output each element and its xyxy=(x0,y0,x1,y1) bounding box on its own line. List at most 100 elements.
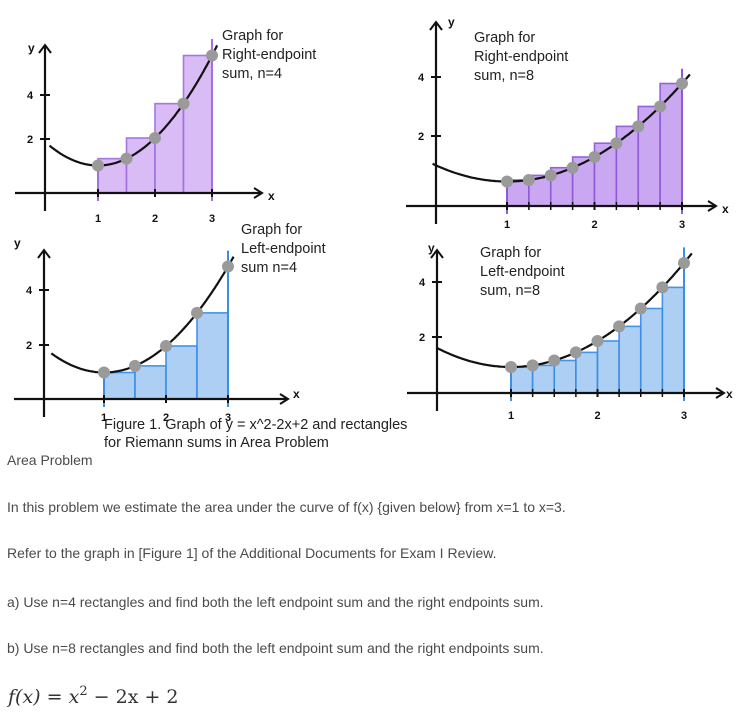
sample-point xyxy=(149,132,161,144)
y-axis-arrow xyxy=(430,248,444,259)
x-tick-label: 2 xyxy=(163,412,169,424)
formula-equals: = xyxy=(46,686,63,708)
sample-point xyxy=(206,49,218,62)
sample-point xyxy=(676,77,688,90)
sample-point xyxy=(222,260,234,273)
x-axis-label: x xyxy=(726,387,733,401)
graph-title-line: Left-endpoint xyxy=(241,241,326,257)
sample-point xyxy=(566,161,579,174)
rectangle xyxy=(165,345,198,400)
x-tick-label: 2 xyxy=(592,219,598,231)
y-tick-label: 2 xyxy=(418,131,424,143)
y-axis-arrow xyxy=(37,248,51,259)
sample-point xyxy=(548,354,561,367)
sample-point xyxy=(98,366,110,379)
formula-x: x xyxy=(68,686,80,708)
rectangle xyxy=(596,340,620,394)
sample-point xyxy=(526,359,539,372)
graph-tr: 2 4 1 2 3 y x Graph for Right-endpoint sum, n=8 xyxy=(406,15,729,231)
rectangle xyxy=(134,365,167,400)
sample-point xyxy=(191,306,203,319)
sample-point xyxy=(501,175,513,188)
y-tick-label: 4 xyxy=(419,277,426,289)
y-tick-label: 4 xyxy=(418,72,425,84)
x-tick-label: 3 xyxy=(681,410,687,422)
x-tick-label: 3 xyxy=(679,219,685,231)
figure-caption-line: Figure 1. Graph of y = x^2-2x+2 and rect… xyxy=(104,417,407,433)
sample-point xyxy=(160,340,172,352)
graph-br: 2 4 1 2 3 y x Graph for Left-endpoint sum, n=8 xyxy=(407,241,733,422)
question-a: a) Use n=4 rectangles and find both the … xyxy=(7,594,544,610)
rectangle xyxy=(103,371,136,400)
y-tick-label: 2 xyxy=(26,340,32,352)
y-tick-label: 4 xyxy=(26,285,33,297)
question-b: b) Use n=8 rectangles and find both the … xyxy=(7,640,544,656)
y-axis-label: y xyxy=(28,41,35,55)
y-axis-arrow xyxy=(38,43,52,54)
sample-point xyxy=(654,100,667,113)
curve xyxy=(48,44,219,167)
x-tick-label: 2 xyxy=(152,213,158,225)
rectangle xyxy=(182,54,213,194)
graph-title-line: sum, n=4 xyxy=(222,66,282,82)
sample-point xyxy=(569,346,582,359)
x-tick-label: 3 xyxy=(225,412,231,424)
y-axis-label: y xyxy=(428,241,435,255)
x-tick-label: 1 xyxy=(101,412,107,424)
graph-title-line: sum, n=8 xyxy=(474,68,534,84)
sample-point xyxy=(177,97,190,110)
graph-tl: 2 4 1 2 3 y x Graph for Right-endpoint sum, n=4 xyxy=(15,28,316,225)
x-axis-label: x xyxy=(268,189,275,203)
graph-title-line: Right-endpoint xyxy=(474,49,568,65)
graph-bl: 2 4 1 2 3 y x Graph for Left-endpoint sum n=4 xyxy=(14,222,326,424)
sample-point xyxy=(610,137,623,150)
x-axis-arrow xyxy=(279,393,290,405)
curve xyxy=(432,73,691,183)
formula-exponent: 2 xyxy=(79,684,88,699)
x-tick-label: 1 xyxy=(504,219,510,231)
graph-title-line: sum n=4 xyxy=(241,260,297,276)
y-tick-label: 2 xyxy=(27,134,33,146)
sample-point xyxy=(656,281,669,294)
y-axis-label: y xyxy=(448,15,455,29)
x-tick-label: 1 xyxy=(95,213,101,225)
area-problem-heading: Area Problem xyxy=(7,452,93,468)
sample-point xyxy=(544,169,557,182)
x-tick-label: 3 xyxy=(209,213,215,225)
rectangle xyxy=(196,312,229,400)
sample-point xyxy=(92,159,104,172)
sample-point xyxy=(505,361,517,373)
graph-title-line: Right-endpoint xyxy=(222,47,316,63)
rectangle xyxy=(125,137,156,194)
rectangle xyxy=(154,102,185,194)
y-axis-arrow xyxy=(429,20,443,31)
x-axis-arrow xyxy=(715,387,726,399)
x-tick-label: 1 xyxy=(508,410,514,422)
y-axis-label: y xyxy=(14,236,21,250)
y-tick-label: 4 xyxy=(27,90,34,102)
rectangle xyxy=(661,286,685,394)
sample-point xyxy=(588,151,601,163)
x-tick-label: 2 xyxy=(595,410,601,422)
sample-point xyxy=(634,302,647,315)
curve xyxy=(436,252,693,369)
paragraph-reference: Refer to the graph in [Figure 1] of the … xyxy=(7,545,497,561)
formula-lhs: f(x) xyxy=(8,686,41,708)
graph-title-line: Graph for xyxy=(480,245,541,261)
graph-title-line: sum, n=8 xyxy=(480,283,540,299)
sample-point xyxy=(632,120,645,133)
figure-1: 2 4 1 2 3 y x Graph for Right-endpoint sum, n=4 2 4… xyxy=(14,15,733,451)
x-axis-label: x xyxy=(293,387,300,401)
y-tick-label: 2 xyxy=(419,332,425,344)
curve xyxy=(50,256,235,374)
function-formula: f(x) = x2 − 2x + 2 xyxy=(8,684,179,708)
x-axis-arrow xyxy=(707,200,718,212)
rectangle xyxy=(575,351,599,394)
sample-point xyxy=(613,320,626,333)
rectangle xyxy=(618,325,642,394)
graph-title-line: Graph for xyxy=(222,28,283,44)
formula-rest: − 2x + 2 xyxy=(93,686,179,708)
riemann-sum-graphs: 2 4 1 2 3 y x Graph for Right-endpoint sum, n=4 2 4… xyxy=(14,15,733,451)
sample-point xyxy=(591,335,604,347)
x-axis-label: x xyxy=(722,202,729,216)
